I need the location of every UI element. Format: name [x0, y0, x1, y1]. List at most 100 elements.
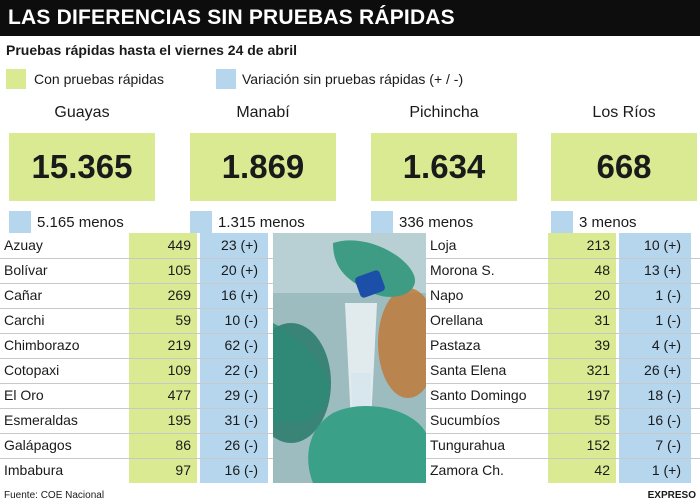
- table-row: Chimborazo 219 62 (-): [0, 333, 273, 358]
- province-name: Carchi: [4, 312, 45, 328]
- table-row: Napo 20 1 (-): [426, 283, 700, 308]
- row-divider: [426, 308, 700, 309]
- variation-value: 23 (+): [221, 237, 258, 253]
- region-variation-text: 1.315 menos: [218, 214, 305, 231]
- row-divider: [0, 283, 273, 284]
- row-divider: [426, 408, 700, 409]
- region-card-los-rios: Los Ríos 668 3 menos: [551, 104, 697, 233]
- variation-swatch: [371, 211, 393, 233]
- test-count: 152: [586, 437, 610, 453]
- province-name: Azuay: [4, 237, 43, 253]
- region-value: 1.634: [371, 133, 517, 201]
- region-name: Los Ríos: [592, 104, 656, 121]
- variation-value: 31 (-): [224, 412, 258, 428]
- test-count: 219: [167, 337, 191, 353]
- variation-value: 10 (+): [644, 237, 681, 253]
- source-note: Fuente: COE Nacional: [4, 490, 105, 501]
- province-table-left: Azuay 449 23 (+) Bolívar 105 20 (+) Cañar 269 16…: [0, 233, 273, 483]
- region-variation: 3 menos: [551, 211, 697, 233]
- variation-value: 29 (-): [224, 387, 258, 403]
- test-count: 48: [594, 262, 610, 278]
- table-row: Imbabura 97 16 (-): [0, 458, 273, 483]
- test-count: 321: [586, 362, 610, 378]
- variation-value: 22 (-): [224, 362, 258, 378]
- region-value: 15.365: [9, 133, 155, 201]
- row-divider: [426, 383, 700, 384]
- row-divider: [426, 333, 700, 334]
- variation-value: 26 (+): [644, 362, 681, 378]
- row-divider: [0, 383, 273, 384]
- test-count: 449: [167, 237, 191, 253]
- variation-value: 20 (+): [221, 262, 258, 278]
- variation-value: 1 (-): [655, 287, 681, 303]
- publisher-brand: EXPRESO: [647, 490, 696, 501]
- test-count: 195: [167, 412, 191, 428]
- test-count: 20: [594, 287, 610, 303]
- province-name: Loja: [430, 237, 457, 253]
- province-name: Bolívar: [4, 262, 48, 278]
- test-count: 105: [167, 262, 191, 278]
- province-name: Galápagos: [4, 437, 72, 453]
- row-divider: [0, 308, 273, 309]
- table-row: Zamora Ch. 42 1 (+): [426, 458, 700, 483]
- variation-value: 26 (-): [224, 437, 258, 453]
- region-variation: 336 menos: [371, 211, 517, 233]
- table-row: Santo Domingo 197 18 (-): [426, 383, 700, 408]
- variation-value: 1 (-): [655, 312, 681, 328]
- table-row: Cotopaxi 109 22 (-): [0, 358, 273, 383]
- variation-value: 7 (-): [655, 437, 681, 453]
- region-variation-text: 3 menos: [579, 214, 637, 231]
- legend-swatch-green: [6, 69, 26, 89]
- province-name: El Oro: [4, 387, 44, 403]
- variation-value: 62 (-): [224, 337, 258, 353]
- test-count: 269: [167, 287, 191, 303]
- variation-value: 1 (+): [651, 462, 681, 478]
- row-divider: [0, 408, 273, 409]
- table-row: Loja 213 10 (+): [426, 233, 700, 258]
- province-name: Zamora Ch.: [430, 462, 504, 478]
- province-name: Orellana: [430, 312, 483, 328]
- table-row: Santa Elena 321 26 (+): [426, 358, 700, 383]
- table-row: Esmeraldas 195 31 (-): [0, 408, 273, 433]
- region-variation-text: 5.165 menos: [37, 214, 124, 231]
- variation-value: 18 (-): [647, 387, 681, 403]
- region-card-pichincha: Pichincha 1.634 336 menos: [371, 104, 517, 233]
- province-name: Imbabura: [4, 462, 64, 478]
- region-value: 1.869: [190, 133, 336, 201]
- table-row: Morona S. 48 13 (+): [426, 258, 700, 283]
- test-count: 213: [586, 237, 610, 253]
- row-divider: [426, 358, 700, 359]
- province-name: Esmeraldas: [4, 412, 78, 428]
- test-count: 39: [594, 337, 610, 353]
- row-divider: [426, 258, 700, 259]
- variation-value: 10 (-): [224, 312, 258, 328]
- province-name: Napo: [430, 287, 464, 303]
- table-row: Orellana 31 1 (-): [426, 308, 700, 333]
- variation-value: 16 (+): [221, 287, 258, 303]
- table-row: Cañar 269 16 (+): [0, 283, 273, 308]
- table-row: El Oro 477 29 (-): [0, 383, 273, 408]
- province-name: Santo Domingo: [430, 387, 527, 403]
- table-row: Carchi 59 10 (-): [0, 308, 273, 333]
- test-count: 86: [175, 437, 191, 453]
- variation-value: 13 (+): [644, 262, 681, 278]
- rapid-test-tube-image: [273, 233, 426, 483]
- row-divider: [0, 333, 273, 334]
- test-count: 197: [586, 387, 610, 403]
- table-row: Azuay 449 23 (+): [0, 233, 273, 258]
- row-divider: [426, 283, 700, 284]
- province-name: Cotopaxi: [4, 362, 60, 378]
- row-divider: [0, 358, 273, 359]
- row-divider: [0, 458, 273, 459]
- province-name: Pastaza: [430, 337, 481, 353]
- infographic-subtitle: Pruebas rápidas hasta el viernes 24 de a…: [6, 42, 298, 58]
- variation-swatch: [9, 211, 31, 233]
- variation-swatch: [551, 211, 573, 233]
- variation-value: 16 (-): [647, 412, 681, 428]
- test-count: 55: [594, 412, 610, 428]
- table-row: Sucumbíos 55 16 (-): [426, 408, 700, 433]
- lab-photo: [273, 233, 426, 483]
- province-name: Santa Elena: [430, 362, 507, 378]
- table-row: Bolívar 105 20 (+): [0, 258, 273, 283]
- region-variation: 1.315 menos: [190, 211, 336, 233]
